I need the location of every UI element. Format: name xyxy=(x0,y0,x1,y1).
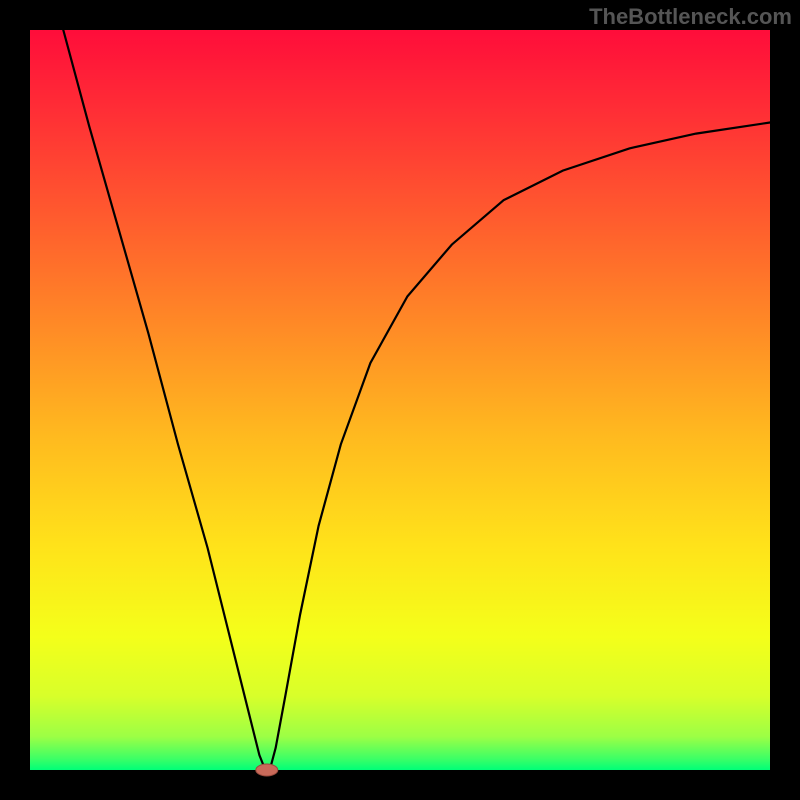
chart-svg xyxy=(0,0,800,800)
bottleneck-chart: TheBottleneck.com xyxy=(0,0,800,800)
min-marker xyxy=(256,764,278,776)
watermark-text: TheBottleneck.com xyxy=(589,4,792,30)
